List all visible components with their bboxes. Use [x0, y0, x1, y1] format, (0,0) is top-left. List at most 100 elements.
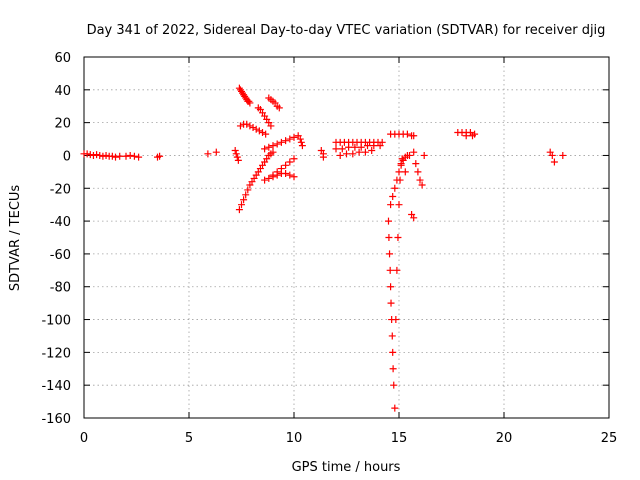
data-point-arc-e-rise: [242, 191, 250, 199]
data-point-early-low: [89, 151, 97, 159]
data-point-band-12-14: [336, 151, 344, 159]
data-point-dive-upper: [387, 201, 395, 209]
data-point-band-12-14: [357, 143, 365, 151]
data-point-scatter-15-16: [401, 168, 409, 176]
data-point-dive-upper: [397, 161, 405, 169]
data-point-arc-f-rise: [277, 138, 285, 146]
x-tick-label: 5: [185, 431, 193, 446]
data-point-arc-b: [259, 128, 266, 136]
data-point-arc-a-col: [231, 147, 239, 155]
data-point-arc-f-rise: [269, 142, 277, 150]
data-point-early-low: [135, 153, 143, 161]
data-point-arc-b: [252, 125, 260, 133]
data-point-scatter-15-16: [406, 151, 413, 159]
data-point-band-12-14: [343, 150, 350, 158]
data-point-band-12-14: [338, 145, 346, 153]
y-tick-label: -20: [50, 182, 71, 197]
data-point-arc-g-rise: [290, 155, 298, 163]
data-point-scatter-15-16: [416, 176, 424, 184]
data-point-band-12-14: [345, 143, 353, 151]
data-point-arc-d: [275, 104, 283, 112]
data-point-early-low: [102, 151, 110, 159]
data-point-cluster-18: [462, 132, 470, 140]
data-point-dive-upper: [393, 176, 401, 184]
data-point-scatter-15-16: [420, 151, 428, 159]
y-tick-label: -80: [50, 281, 71, 296]
data-point-dive: [389, 365, 397, 373]
data-point-dive: [386, 250, 394, 258]
data-point-arc-h: [290, 173, 298, 181]
x-tick-label: 25: [601, 431, 618, 446]
data-point-arc-f-rise: [290, 133, 298, 141]
y-tick-label: 20: [54, 117, 71, 132]
chart-title: Day 341 of 2022, Sidereal Day-to-day VTE…: [87, 23, 606, 38]
data-point-scatter-15-16: [410, 214, 418, 222]
y-tick-label: -60: [50, 248, 71, 263]
data-point-early-low: [130, 152, 138, 160]
data-point-dive: [386, 266, 394, 274]
data-point-band-12-14: [361, 148, 369, 156]
data-point-arc-b: [243, 120, 251, 128]
data-point-arc-e-rise: [238, 201, 245, 209]
y-tick-label: -160: [41, 412, 71, 427]
data-point-arc-f-rise: [265, 143, 273, 151]
data-point-arc-e-rise: [269, 148, 277, 156]
y-tick-label: -40: [50, 215, 71, 230]
data-points: [80, 84, 567, 412]
data-point-arc-f-rise: [286, 135, 294, 143]
data-point-dive: [387, 299, 395, 307]
x-axis: 0 5 10 15 20 25: [80, 57, 617, 446]
data-point-early-low: [122, 152, 130, 160]
data-point-dive: [393, 266, 401, 274]
data-point-band-12-14: [332, 145, 340, 153]
y-axis-label: SDTVAR / TECUs: [8, 185, 23, 292]
data-point-cluster-10: [297, 138, 305, 146]
data-point-early-low: [116, 152, 124, 160]
data-point-arc-a-col: [233, 153, 241, 161]
y-tick-label: 60: [54, 51, 71, 66]
data-point-arc-a-col: [234, 156, 242, 164]
grid: [84, 57, 609, 418]
data-point-dive: [385, 234, 393, 241]
data-point-arc-h: [273, 171, 281, 179]
data-point-arc-h: [282, 170, 290, 178]
data-point-dive: [388, 332, 396, 340]
data-point-cluster-10: [296, 135, 304, 143]
x-tick-label: 15: [391, 431, 408, 446]
x-tick-label: 10: [286, 431, 303, 446]
y-tick-label: 0: [63, 149, 71, 164]
data-point-band-12-14: [376, 142, 384, 150]
data-point-line-14-15: [410, 132, 418, 140]
data-point-arc-g-rise: [286, 158, 294, 166]
data-point-early-low: [96, 151, 104, 159]
data-point-arc-h: [269, 173, 277, 181]
data-point-band-12-14: [368, 147, 376, 155]
data-point-dive: [389, 348, 397, 356]
data-point-line-14-15: [403, 130, 411, 138]
data-point-early-low: [83, 150, 91, 158]
data-point-arc-c: [267, 122, 275, 130]
data-point-early-low: [99, 152, 107, 160]
y-tick-label: -100: [41, 314, 71, 329]
y-tick-label: -140: [41, 379, 71, 394]
data-point-dive-upper: [389, 192, 397, 200]
data-point-dive: [394, 234, 402, 241]
data-point-isolated-6: [212, 148, 220, 156]
data-point-early-low: [126, 151, 134, 159]
y-tick-label: 40: [54, 84, 71, 99]
data-point-dive: [390, 381, 398, 389]
x-tick-label: 0: [80, 431, 88, 446]
data-point-early-low: [108, 152, 116, 160]
data-point-arc-h: [286, 171, 294, 179]
data-point-band-12-14: [364, 142, 371, 150]
y-axis: -160 -140 -120 -100 -80 -60 -40 -20 0 20 40 60: [41, 51, 609, 427]
data-point-band-12-14: [349, 150, 357, 158]
data-point-dive: [387, 283, 395, 291]
data-point-dive-upper: [395, 168, 403, 176]
data-point-arc-a-col: [232, 150, 240, 158]
data-point-dive: [392, 316, 400, 324]
data-point-early-low: [86, 151, 94, 159]
data-point-arc-b: [249, 124, 257, 132]
data-point-arc-b: [262, 130, 270, 138]
